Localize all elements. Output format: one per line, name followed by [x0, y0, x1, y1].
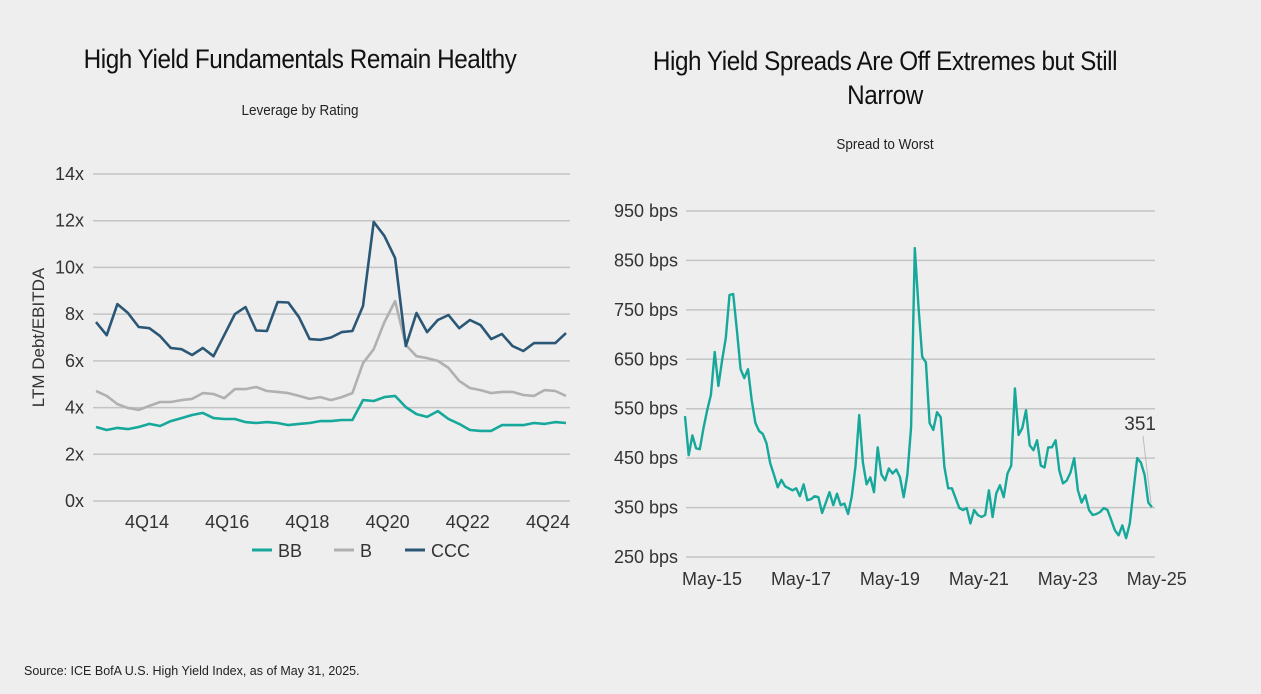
annotation-label: 351 [1124, 414, 1156, 435]
right-chart-subtitle: Spread to Worst [836, 136, 934, 153]
source-note: Source: ICE BofA U.S. High Yield Index, … [24, 664, 360, 678]
y-tick-label: 650 bps [614, 349, 678, 369]
y-tick-label: 450 bps [614, 448, 678, 468]
y-tick-label: 350 bps [614, 498, 678, 518]
legend-label-bb: BB [278, 541, 302, 561]
x-tick-label: 4Q20 [366, 512, 410, 532]
annotation-leader-line [1142, 435, 1152, 504]
y-tick-label: 6x [65, 351, 84, 371]
x-tick-label: 4Q24 [526, 512, 570, 532]
x-tick-label: 4Q14 [125, 512, 169, 532]
x-tick-label: 4Q16 [205, 512, 249, 532]
y-tick-label: 550 bps [614, 399, 678, 419]
y-tick-label: 10x [55, 257, 84, 277]
series-line-spread [683, 246, 1153, 540]
x-tick-label: 4Q22 [446, 512, 490, 532]
right-chart-title: High Yield Spreads Are Off Extremes but … [652, 46, 1118, 110]
legend-label-ccc: CCC [431, 541, 470, 561]
x-tick-label: May-21 [949, 569, 1009, 589]
y-tick-label: 2x [65, 444, 84, 464]
y-tick-label: 950 bps [614, 201, 678, 221]
x-tick-label: May-23 [1038, 569, 1098, 589]
left-chart-title: High Yield Fundamentals Remain Healthy [83, 44, 517, 74]
x-tick-label: May-17 [771, 569, 831, 589]
y-tick-label: 4x [65, 398, 84, 418]
y-tick-label: 750 bps [614, 300, 678, 320]
series-line-b [95, 299, 567, 412]
x-tick-label: May-25 [1127, 569, 1187, 589]
y-tick-label: 8x [65, 304, 84, 324]
y-axis-label: LTM Debt/EBITDA [29, 267, 48, 407]
series-line-ccc [94, 220, 567, 358]
y-tick-label: 0x [65, 491, 84, 511]
y-tick-label: 850 bps [614, 250, 678, 270]
y-tick-label: 250 bps [614, 547, 678, 567]
y-tick-label: 14x [55, 164, 84, 184]
x-tick-label: May-19 [860, 569, 920, 589]
series-line-bb [95, 394, 567, 433]
x-tick-label: 4Q18 [285, 512, 329, 532]
x-tick-label: May-15 [682, 569, 742, 589]
y-tick-label: 12x [55, 211, 84, 231]
left-chart-subtitle: Leverage by Rating [241, 102, 359, 119]
legend-label-b: B [360, 541, 372, 561]
